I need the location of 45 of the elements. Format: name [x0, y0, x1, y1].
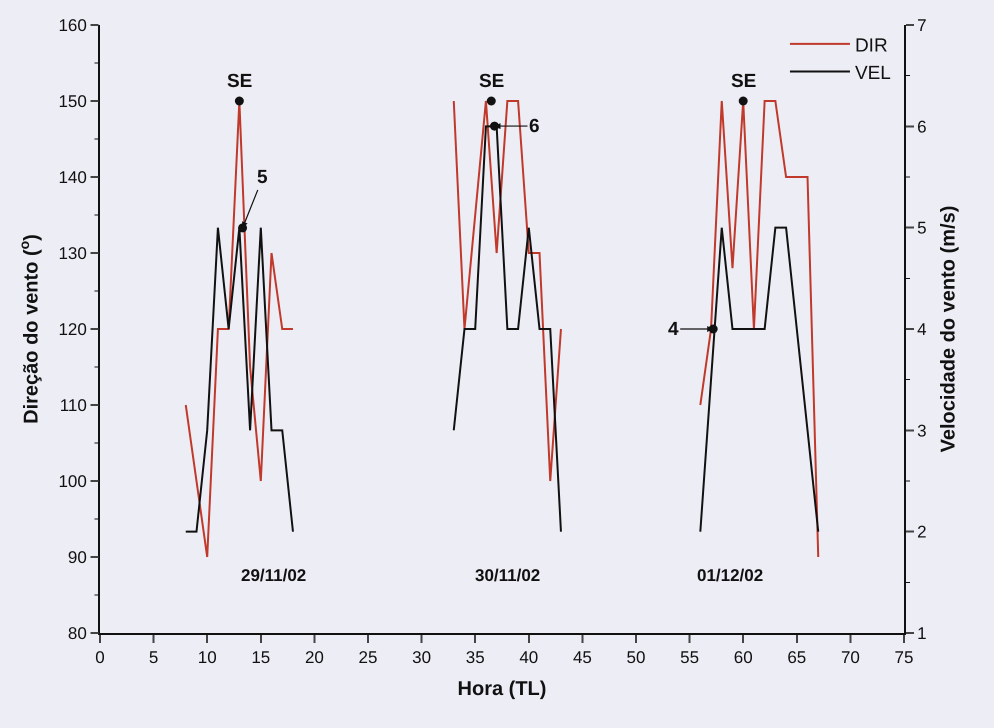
annotation: 6: [529, 116, 540, 137]
annotation: 29/11/02: [241, 566, 306, 585]
y-tick-label: 150: [58, 92, 87, 111]
y-tick-label: 110: [60, 396, 87, 415]
x-tick-label: 45: [572, 648, 592, 668]
legend-label: DIR: [854, 35, 888, 56]
y-tick-label: 160: [58, 16, 87, 35]
x-tick-label: 25: [358, 648, 378, 668]
x-axis-title: Hora (TL): [458, 678, 546, 700]
y-tick-label: 140: [58, 168, 87, 187]
y-tick-label: 80: [68, 624, 87, 643]
legend-label: VEL: [854, 62, 891, 84]
x-tick-label: 75: [894, 648, 914, 668]
x-tick-label: 0: [95, 648, 105, 668]
annotation: SE: [479, 71, 504, 92]
x-tick-label: 5: [148, 648, 158, 668]
y2-tick-label: 5: [917, 218, 927, 238]
x-tick-label: 35: [466, 648, 485, 668]
x-tick-label: 15: [251, 648, 270, 668]
y2-tick-label: 3: [917, 421, 927, 440]
y2-axis-title: Velocidade do vento (m/s): [938, 206, 960, 452]
y2-tick-label: 1: [917, 624, 927, 643]
y2-tick-label: 2: [917, 522, 927, 542]
y-tick-label: 120: [58, 320, 87, 339]
y2-tick-label: 6: [917, 117, 927, 136]
x-tick-label: 65: [787, 648, 806, 668]
x-tick-label: 60: [734, 648, 753, 668]
annotation: 30/11/02: [475, 566, 540, 585]
x-tick-label: 40: [519, 648, 538, 668]
x-tick-label: 50: [626, 648, 646, 668]
annotation: SE: [227, 71, 252, 92]
x-tick-label: 10: [198, 648, 217, 668]
y2-tick-label: 7: [917, 16, 927, 35]
y-tick-label: 100: [58, 472, 87, 491]
y-tick-label: 90: [68, 548, 87, 567]
annotation: SE: [731, 71, 756, 92]
x-tick-label: 55: [680, 648, 700, 668]
y2-tick-label: 4: [917, 320, 927, 339]
y-tick-label: 130: [58, 244, 87, 263]
annotation: 5: [257, 167, 268, 188]
annotation: 4: [668, 319, 679, 340]
x-tick-label: 70: [840, 648, 860, 668]
x-tick-label: 20: [304, 648, 324, 668]
annotation: 01/12/02: [697, 566, 764, 585]
x-tick-label: 30: [412, 648, 432, 668]
